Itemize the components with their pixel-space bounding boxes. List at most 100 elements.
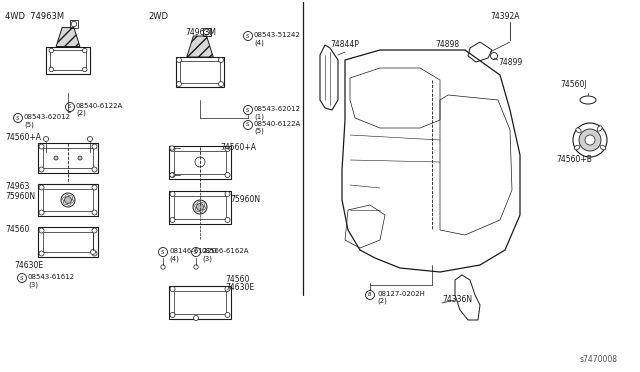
Text: 74560J: 74560J: [561, 80, 588, 89]
Circle shape: [39, 251, 44, 256]
Polygon shape: [187, 36, 213, 57]
Text: 74336N: 74336N: [442, 295, 472, 304]
Text: 74898: 74898: [435, 40, 459, 49]
Ellipse shape: [597, 126, 602, 131]
Circle shape: [49, 48, 54, 53]
Text: 74630E: 74630E: [14, 261, 43, 270]
Text: S: S: [20, 276, 24, 280]
Text: 08540-6122A: 08540-6122A: [76, 103, 124, 109]
Circle shape: [196, 203, 204, 211]
Circle shape: [88, 137, 93, 141]
Bar: [70, 20, 77, 28]
Text: 08543-62012: 08543-62012: [254, 106, 301, 112]
Circle shape: [193, 200, 207, 214]
Circle shape: [92, 185, 97, 190]
Text: (2): (2): [377, 298, 387, 305]
Bar: [38, 227, 98, 257]
Circle shape: [92, 251, 97, 256]
Text: 74560+B: 74560+B: [556, 155, 592, 164]
Circle shape: [49, 67, 54, 72]
Text: 08146-6122G: 08146-6122G: [169, 248, 217, 254]
Bar: [180, 61, 220, 83]
Text: (4): (4): [254, 39, 264, 45]
Circle shape: [194, 265, 198, 269]
Ellipse shape: [580, 96, 596, 104]
Ellipse shape: [574, 145, 580, 150]
Circle shape: [225, 312, 230, 317]
Text: 74560+A: 74560+A: [5, 133, 41, 142]
Circle shape: [170, 192, 175, 196]
Circle shape: [71, 21, 77, 27]
Circle shape: [177, 58, 182, 62]
Circle shape: [218, 58, 223, 62]
Bar: [176, 57, 224, 87]
Circle shape: [17, 273, 26, 282]
Text: 74899: 74899: [498, 58, 522, 67]
Circle shape: [225, 218, 230, 222]
Bar: [169, 285, 231, 318]
Text: 08543-61612: 08543-61612: [28, 274, 75, 280]
Circle shape: [39, 167, 44, 172]
Bar: [169, 190, 231, 224]
Circle shape: [92, 167, 97, 172]
Text: S: S: [68, 105, 72, 109]
Circle shape: [170, 286, 175, 292]
Bar: [174, 291, 226, 314]
Text: S: S: [195, 250, 198, 254]
Circle shape: [170, 218, 175, 222]
Circle shape: [243, 121, 253, 129]
Circle shape: [39, 228, 44, 233]
Text: (5): (5): [254, 128, 264, 135]
Circle shape: [44, 137, 49, 141]
Text: S: S: [246, 108, 250, 112]
Bar: [174, 196, 226, 218]
Text: 08543-51242: 08543-51242: [254, 32, 301, 38]
Bar: [50, 50, 86, 70]
Circle shape: [170, 147, 175, 151]
Text: 74392A: 74392A: [490, 12, 520, 21]
Bar: [174, 151, 226, 173]
Circle shape: [92, 144, 97, 149]
Circle shape: [170, 173, 175, 177]
Circle shape: [78, 156, 82, 160]
Circle shape: [161, 265, 165, 269]
Text: 08127-0202H: 08127-0202H: [377, 291, 425, 297]
Circle shape: [83, 67, 87, 72]
Text: 2WD: 2WD: [148, 12, 168, 21]
Circle shape: [195, 157, 205, 167]
Text: 74560+A: 74560+A: [220, 143, 256, 152]
Text: S: S: [16, 115, 20, 121]
Polygon shape: [56, 28, 80, 46]
Circle shape: [39, 185, 44, 190]
Bar: [43, 232, 93, 252]
Circle shape: [90, 250, 95, 254]
Bar: [38, 184, 98, 216]
Circle shape: [193, 315, 198, 321]
Circle shape: [225, 147, 230, 151]
Bar: [203, 28, 211, 36]
Circle shape: [225, 173, 230, 177]
Circle shape: [365, 291, 374, 299]
Text: (5): (5): [24, 121, 34, 128]
Text: 74963M: 74963M: [185, 28, 216, 37]
Circle shape: [198, 160, 202, 164]
Circle shape: [170, 146, 174, 150]
Bar: [169, 145, 231, 179]
Circle shape: [65, 103, 74, 112]
Circle shape: [170, 312, 175, 317]
Text: S: S: [246, 122, 250, 128]
Text: (3): (3): [202, 255, 212, 262]
Circle shape: [170, 173, 174, 177]
Circle shape: [243, 32, 253, 41]
Circle shape: [218, 81, 223, 87]
Text: 74630E: 74630E: [225, 283, 254, 292]
Circle shape: [54, 156, 58, 160]
Circle shape: [225, 192, 230, 196]
Text: 08540-6122A: 08540-6122A: [254, 121, 301, 127]
Bar: [43, 148, 93, 168]
Circle shape: [177, 81, 182, 87]
Text: (1): (1): [254, 113, 264, 119]
Text: s7470008: s7470008: [580, 355, 618, 364]
Circle shape: [204, 29, 210, 35]
Text: (4): (4): [169, 255, 179, 262]
